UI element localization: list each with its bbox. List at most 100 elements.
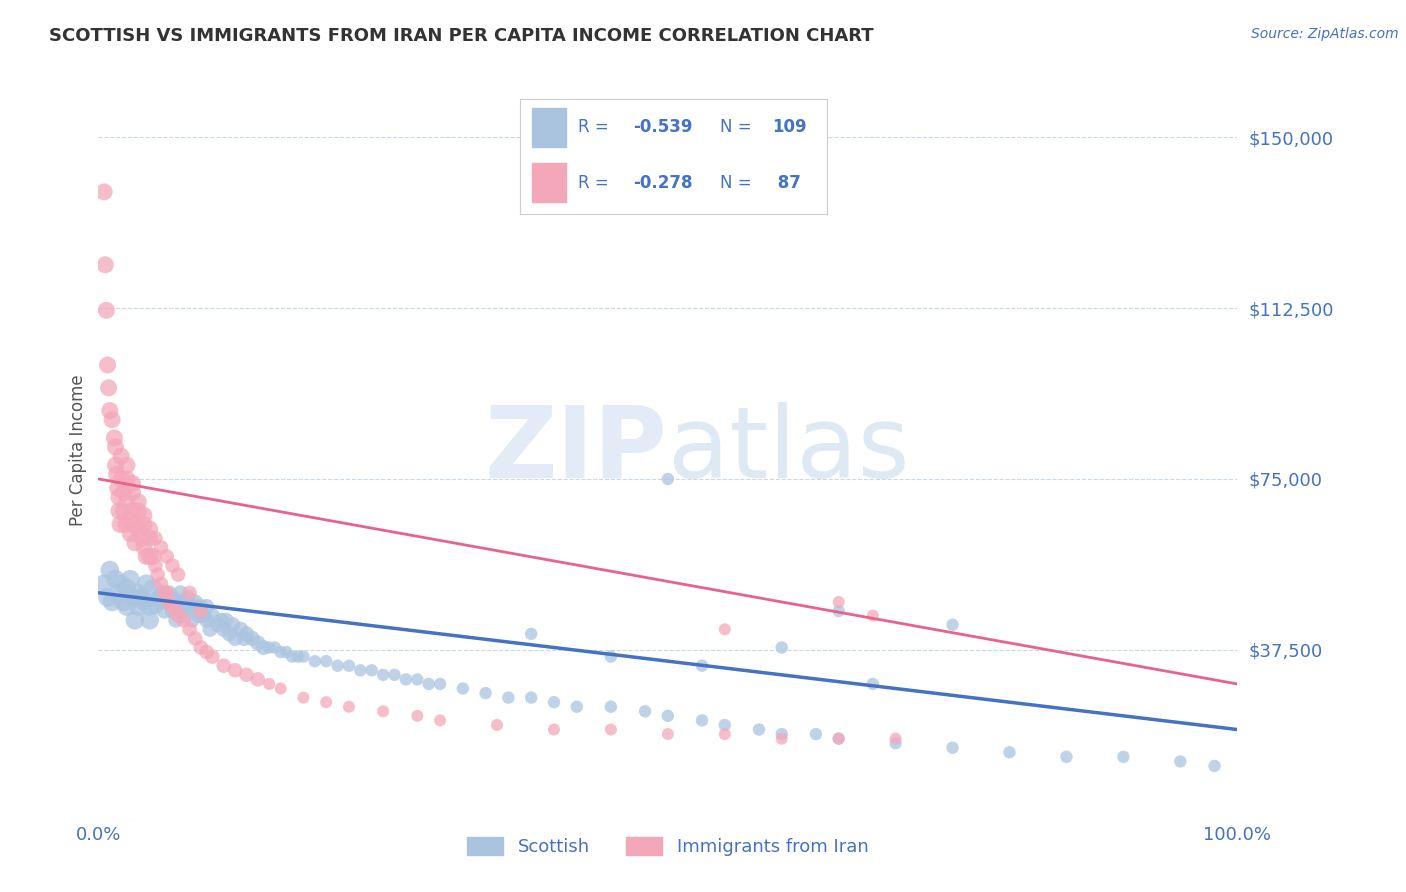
Point xyxy=(114,517,136,532)
Point xyxy=(176,591,198,605)
Point xyxy=(862,608,884,623)
Point xyxy=(998,745,1021,759)
Point xyxy=(105,467,128,482)
Point xyxy=(235,627,257,641)
Point xyxy=(115,472,138,486)
Point xyxy=(252,640,274,655)
Point xyxy=(118,513,141,527)
Point xyxy=(156,586,179,600)
Point xyxy=(233,632,256,646)
Point xyxy=(828,595,851,609)
Point xyxy=(165,613,187,627)
Point xyxy=(187,608,209,623)
Point xyxy=(173,608,195,623)
Point xyxy=(212,622,235,636)
Point xyxy=(218,627,240,641)
Point xyxy=(215,613,238,627)
Point xyxy=(474,686,496,700)
Point xyxy=(690,714,713,728)
Point xyxy=(179,586,201,600)
Point xyxy=(195,645,218,659)
Point xyxy=(520,627,543,641)
Point xyxy=(657,472,679,486)
Point xyxy=(142,582,165,596)
Point xyxy=(337,658,360,673)
Text: SCOTTISH VS IMMIGRANTS FROM IRAN PER CAPITA INCOME CORRELATION CHART: SCOTTISH VS IMMIGRANTS FROM IRAN PER CAP… xyxy=(49,27,875,45)
Point xyxy=(451,681,474,696)
Point xyxy=(884,731,907,746)
Point xyxy=(112,504,135,518)
Point xyxy=(104,458,127,473)
Point xyxy=(657,727,679,741)
Point xyxy=(145,531,167,545)
Point xyxy=(127,494,149,508)
Point xyxy=(108,504,131,518)
Point xyxy=(132,541,155,555)
Point xyxy=(124,613,146,627)
Point xyxy=(246,673,269,687)
Point xyxy=(429,677,451,691)
Point xyxy=(942,617,965,632)
Point xyxy=(110,472,132,486)
Point xyxy=(190,640,212,655)
Point xyxy=(110,449,132,463)
Point xyxy=(270,645,292,659)
Point xyxy=(96,358,118,372)
Point xyxy=(173,599,195,614)
Point xyxy=(224,663,246,677)
Point xyxy=(127,504,149,518)
Point xyxy=(135,549,157,564)
Point xyxy=(193,608,215,623)
Point xyxy=(406,673,429,687)
Point xyxy=(127,599,149,614)
Point xyxy=(384,668,406,682)
Point xyxy=(184,632,207,646)
Point xyxy=(240,632,263,646)
Point xyxy=(657,709,679,723)
Text: Source: ZipAtlas.com: Source: ZipAtlas.com xyxy=(1251,27,1399,41)
Point xyxy=(201,608,224,623)
Point xyxy=(942,740,965,755)
Point xyxy=(162,599,184,614)
Point xyxy=(157,586,180,600)
Point xyxy=(107,481,129,495)
Point xyxy=(165,604,187,618)
Point xyxy=(209,613,232,627)
Point xyxy=(770,731,793,746)
Point xyxy=(132,508,155,523)
Point xyxy=(634,704,657,718)
Point xyxy=(828,604,851,618)
Point xyxy=(429,714,451,728)
Point xyxy=(600,649,623,664)
Point xyxy=(121,591,143,605)
Point xyxy=(98,403,121,417)
Point xyxy=(201,649,224,664)
Point xyxy=(418,677,440,691)
Point xyxy=(131,591,153,605)
Point xyxy=(195,613,218,627)
Point xyxy=(360,663,382,677)
Point xyxy=(169,586,191,600)
Point xyxy=(138,549,160,564)
Point xyxy=(1054,749,1078,764)
Y-axis label: Per Capita Income: Per Capita Income xyxy=(69,375,87,526)
Point xyxy=(770,640,793,655)
Point xyxy=(270,681,292,696)
Point xyxy=(156,549,179,564)
Point xyxy=(520,690,543,705)
Point xyxy=(179,622,201,636)
Point xyxy=(543,695,565,709)
Point xyxy=(103,431,125,445)
Point xyxy=(235,668,257,682)
Point xyxy=(127,586,149,600)
Point xyxy=(498,690,520,705)
Point xyxy=(132,595,155,609)
Point xyxy=(108,517,131,532)
Point xyxy=(406,709,429,723)
Point xyxy=(138,599,160,614)
Point xyxy=(142,549,165,564)
Point xyxy=(157,595,180,609)
Point xyxy=(150,541,173,555)
Point xyxy=(862,677,884,691)
Point xyxy=(179,599,201,614)
